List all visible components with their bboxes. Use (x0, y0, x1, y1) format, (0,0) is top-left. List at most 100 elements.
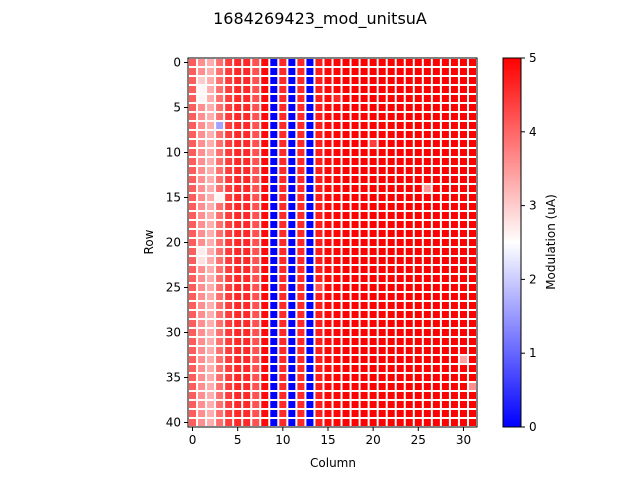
heatmap-cell (459, 185, 467, 192)
heatmap-cell (378, 149, 386, 156)
heatmap-cell (360, 131, 368, 138)
heatmap-cell (378, 167, 386, 174)
heatmap-cell (243, 86, 251, 93)
heatmap-cell (270, 266, 278, 273)
heatmap-cell (387, 221, 395, 228)
heatmap-cell (414, 113, 422, 120)
heatmap-cell (396, 131, 404, 138)
heatmap-cell (360, 212, 368, 219)
heatmap-cell (234, 302, 242, 309)
heatmap-cell (468, 401, 476, 408)
heatmap-cell (360, 338, 368, 345)
heatmap-cell (216, 356, 224, 363)
heatmap-cell (432, 95, 440, 102)
heatmap-cell (315, 365, 323, 372)
heatmap-cell (333, 86, 341, 93)
heatmap-cell (441, 131, 449, 138)
colorbar-ticks: 0 1 2 3 4 5 (521, 51, 537, 434)
heatmap-cell (333, 392, 341, 399)
heatmap-cell (450, 401, 458, 408)
heatmap-cell (243, 167, 251, 174)
heatmap-cell (468, 176, 476, 183)
heatmap-cell (306, 356, 314, 363)
heatmap-cell (351, 401, 359, 408)
heatmap-cell (351, 68, 359, 75)
heatmap-cell (189, 221, 197, 228)
heatmap-cell (234, 365, 242, 372)
heatmap-cell (297, 230, 305, 237)
heatmap-cell (378, 104, 386, 111)
heatmap-cell (423, 230, 431, 237)
heatmap-cell (423, 140, 431, 147)
heatmap-cell (288, 95, 296, 102)
heatmap-cell (450, 284, 458, 291)
heatmap-cell (369, 311, 377, 318)
heatmap-cell (405, 239, 413, 246)
heatmap-cell (459, 230, 467, 237)
heatmap-cell (315, 338, 323, 345)
heatmap-cell (297, 59, 305, 66)
heatmap-cell (297, 311, 305, 318)
heatmap-cell (459, 194, 467, 201)
heatmap-cell (216, 257, 224, 264)
heatmap-cell (324, 338, 332, 345)
heatmap-cell (216, 266, 224, 273)
heatmap-cell (450, 113, 458, 120)
heatmap-cell (468, 284, 476, 291)
heatmap-cell (360, 320, 368, 327)
heatmap-cell (288, 284, 296, 291)
heatmap-cell (234, 131, 242, 138)
heatmap-cell (261, 230, 269, 237)
heatmap-cell (252, 275, 260, 282)
heatmap-cell (342, 104, 350, 111)
heatmap-cell (234, 203, 242, 210)
heatmap-cell (261, 329, 269, 336)
heatmap-cell (387, 302, 395, 309)
heatmap-cell (207, 248, 215, 255)
heatmap-cell (198, 104, 206, 111)
heatmap-cell (342, 68, 350, 75)
heatmap-cell (378, 185, 386, 192)
heatmap-cell (189, 419, 197, 426)
heatmap-cell (369, 365, 377, 372)
heatmap-cell (198, 410, 206, 417)
heatmap-cell (333, 59, 341, 66)
heatmap-cell (360, 419, 368, 426)
heatmap-cell (189, 149, 197, 156)
heatmap-cell (216, 419, 224, 426)
heatmap-cell (360, 149, 368, 156)
heatmap-cell (270, 257, 278, 264)
heatmap-cell (216, 176, 224, 183)
heatmap-cell (441, 410, 449, 417)
heatmap-cell (315, 203, 323, 210)
heatmap-cell (396, 383, 404, 390)
heatmap-cell (189, 77, 197, 84)
heatmap-cell (378, 77, 386, 84)
heatmap-cell (405, 257, 413, 264)
heatmap-cell (189, 347, 197, 354)
heatmap-cell (342, 365, 350, 372)
heatmap-cell (360, 401, 368, 408)
heatmap-cell (360, 113, 368, 120)
heatmap-cell (243, 356, 251, 363)
heatmap-cell (432, 203, 440, 210)
heatmap-cell (288, 221, 296, 228)
heatmap-cell (333, 248, 341, 255)
heatmap-cell (378, 176, 386, 183)
heatmap-cell (207, 149, 215, 156)
heatmap-cell (315, 248, 323, 255)
heatmap-cell (468, 104, 476, 111)
heatmap-cell (450, 176, 458, 183)
heatmap-cell (333, 176, 341, 183)
heatmap-cell (261, 347, 269, 354)
heatmap-cell (315, 356, 323, 363)
heatmap-cell (459, 329, 467, 336)
heatmap-cell (360, 221, 368, 228)
heatmap-cell (351, 131, 359, 138)
heatmap-cell (225, 77, 233, 84)
heatmap-cell (414, 374, 422, 381)
heatmap-cell (261, 203, 269, 210)
heatmap-cell (189, 230, 197, 237)
heatmap-cell (324, 86, 332, 93)
